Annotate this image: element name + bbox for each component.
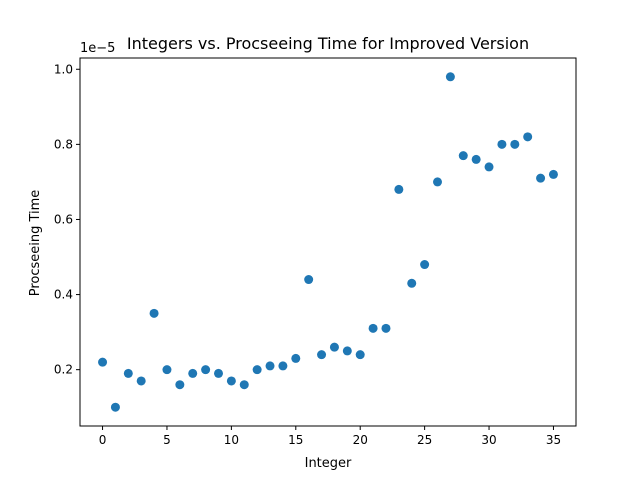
data-point [213,368,223,378]
data-point [252,365,262,375]
x-tick-label: 5 [163,433,171,447]
data-point [188,368,198,378]
data-point [136,376,146,386]
x-tick-label: 15 [288,433,303,447]
data-point [471,154,481,164]
data-point [497,139,507,149]
x-tick-label: 0 [99,433,107,447]
x-axis-label: Integer [305,456,352,471]
data-point [239,380,249,390]
data-point [394,184,404,194]
data-point [98,357,108,367]
data-point [317,350,327,360]
x-tick-label: 25 [417,433,432,447]
data-point [381,323,391,333]
data-point [510,139,520,149]
plot-frame [79,57,577,427]
x-tick-label: 35 [546,433,561,447]
x-tick-label: 30 [481,433,496,447]
data-point [110,402,120,412]
data-point [278,361,288,371]
data-point [304,275,314,285]
x-tick-label: 20 [353,433,368,447]
data-point [368,323,378,333]
data-point [536,173,546,183]
y-tick-label: 0.6 [54,212,73,226]
data-point [458,151,468,161]
data-point [329,342,339,352]
y-axis-label: Procseeing Time [28,190,43,297]
data-point [175,380,185,390]
data-point [291,353,301,363]
plot-area [98,72,558,412]
data-point [433,177,443,187]
data-point [162,365,172,375]
data-point [226,376,236,386]
y-tick-label: 0.8 [54,137,73,151]
y-tick-label: 1.0 [54,62,73,76]
data-point [548,169,558,179]
data-point [445,72,455,82]
data-point [420,260,430,270]
data-point [149,308,159,318]
chart-title: Integers vs. Procseeing Time for Improve… [127,34,529,53]
y-axis-ticks: 0.2 0.4 0.6 0.8 1.0 [54,62,80,377]
data-point [523,132,533,142]
x-tick-label: 10 [224,433,239,447]
y-axis-offset-text: 1e−5 [80,41,115,56]
y-tick-label: 0.2 [54,363,73,377]
data-point [201,365,211,375]
x-axis-ticks: 0 5 10 15 20 25 30 35 [99,426,561,447]
data-point [265,361,275,371]
data-point [342,346,352,356]
data-point [484,162,494,172]
data-point [355,350,365,360]
y-tick-label: 0.4 [54,288,73,302]
data-point [123,368,133,378]
data-point [407,278,417,288]
